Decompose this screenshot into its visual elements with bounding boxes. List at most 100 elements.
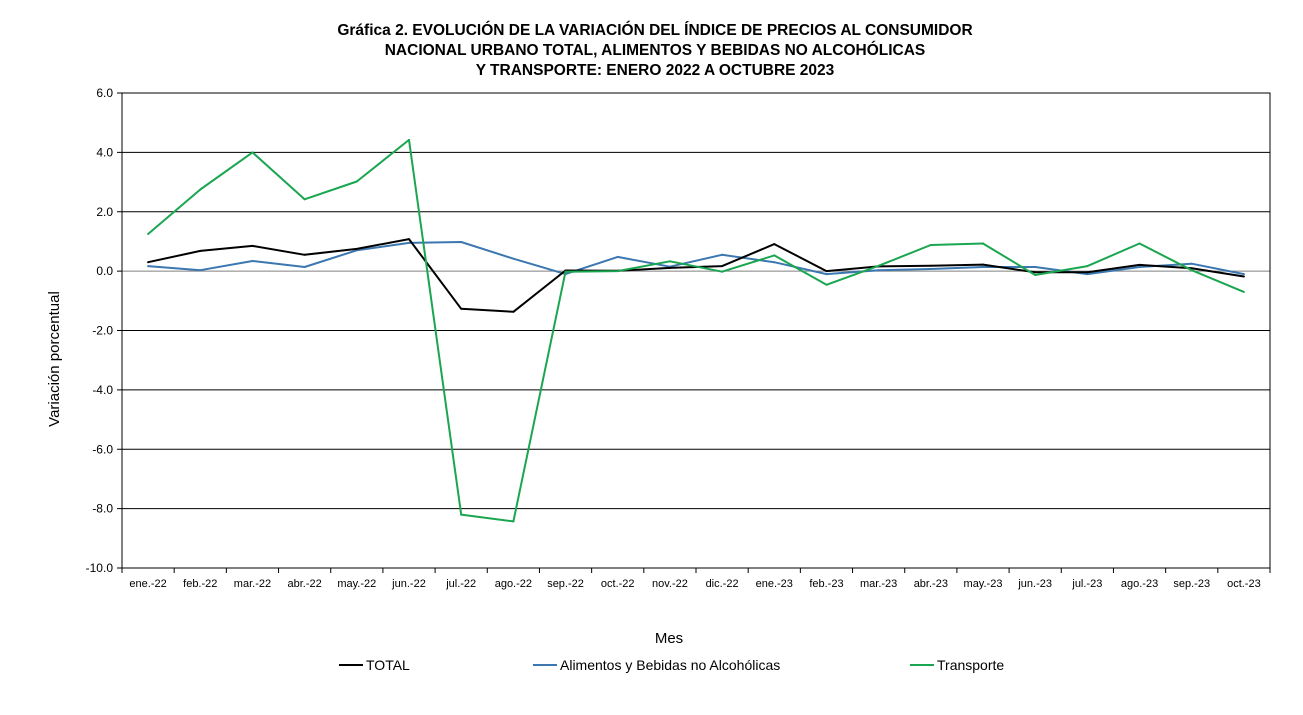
y-tick-label: 6.0 <box>96 86 113 100</box>
x-tick-label: ago.-23 <box>1121 578 1158 590</box>
x-tick-label: jul.-22 <box>445 578 476 590</box>
data-point <box>199 269 202 272</box>
y-tick-label: -6.0 <box>92 442 113 456</box>
x-tick-label: dic.-22 <box>706 578 739 590</box>
data-point <box>773 243 776 246</box>
data-point <box>825 273 828 276</box>
x-tick-label: abr.-22 <box>288 578 322 590</box>
data-point <box>773 261 776 264</box>
data-point <box>251 151 254 154</box>
data-point <box>460 241 463 243</box>
x-tick-label: oct.-23 <box>1227 578 1261 590</box>
data-point <box>251 260 254 262</box>
data-point <box>721 265 724 268</box>
data-point <box>668 260 671 263</box>
series-line-2 <box>147 138 1245 523</box>
data-point <box>199 188 202 191</box>
data-point <box>1086 271 1089 274</box>
data-point <box>1086 273 1089 276</box>
data-point <box>564 270 567 273</box>
data-point <box>512 310 515 313</box>
data-point <box>1242 290 1245 293</box>
x-tick-label: oct.-22 <box>601 578 635 590</box>
x-tick-label: ene.-22 <box>129 578 166 590</box>
data-point <box>460 307 463 310</box>
plot-frame <box>121 92 1271 569</box>
data-point <box>512 257 515 260</box>
x-tick-label: abr.-23 <box>914 578 948 590</box>
x-tick-label: ene.-23 <box>756 578 793 590</box>
x-tick-label: sep.-22 <box>547 578 584 590</box>
chart-title: Gráfica 2. EVOLUCIÓN DE LA VARIACIÓN DEL… <box>337 21 972 79</box>
data-point <box>929 264 932 267</box>
y-axis-ticks: 6.0 4.0 2.0 0.0 -2.0 -4.0 -6.0 -8.0 -10.0 <box>86 86 122 575</box>
data-point <box>1138 242 1141 245</box>
x-tick-label: may.-22 <box>337 578 376 590</box>
y-axis-title: Variación porcentual <box>46 291 63 427</box>
data-point <box>982 242 984 245</box>
data-point <box>668 266 671 269</box>
data-point <box>825 283 828 286</box>
y-tick-label: -8.0 <box>92 502 113 516</box>
data-point <box>721 270 724 273</box>
legend-label: Alimentos y Bebidas no Alcohólicas <box>560 657 780 673</box>
x-tick-label: jul.-23 <box>1071 578 1102 590</box>
gridlines <box>122 151 1270 510</box>
data-point <box>408 138 410 141</box>
data-point <box>877 264 880 267</box>
y-tick-label: -2.0 <box>92 324 113 338</box>
data-point <box>512 520 515 523</box>
legend-label: Transporte <box>937 657 1004 673</box>
data-point <box>773 254 776 257</box>
y-tick-label: 2.0 <box>96 205 113 219</box>
y-tick-label: -10.0 <box>86 561 114 575</box>
data-point <box>825 270 828 273</box>
x-tick-label: jun.-22 <box>391 578 426 590</box>
data-point <box>929 244 932 246</box>
data-point <box>1242 275 1245 278</box>
data-point <box>408 238 410 241</box>
x-axis-ticks: ene.-22 feb.-22 mar.-22 abr.-22 may.-22 jun.-… <box>121 568 1271 590</box>
chart-title-line-1: Gráfica 2. EVOLUCIÓN DE LA VARIACIÓN DEL… <box>337 21 972 39</box>
data-point <box>251 244 254 247</box>
data-point <box>355 247 358 250</box>
chart-title-line-3: Y TRANSPORTE: ENERO 2022 A OCTUBRE 2023 <box>476 62 835 79</box>
data-point <box>147 265 150 268</box>
x-tick-label: mar.-22 <box>234 578 271 590</box>
x-tick-label: feb.-23 <box>809 578 843 590</box>
legend-label: TOTAL <box>366 657 410 673</box>
data-point <box>1242 273 1245 276</box>
data-point <box>616 270 619 273</box>
x-tick-label: ago.-22 <box>495 578 532 590</box>
x-tick-label: may.-23 <box>964 578 1003 590</box>
data-series <box>147 138 1245 523</box>
data-point <box>1086 265 1089 268</box>
data-point <box>1034 266 1037 268</box>
data-point <box>355 180 358 183</box>
data-point <box>1190 267 1193 270</box>
data-point <box>303 253 306 256</box>
x-tick-label: nov.-22 <box>652 578 688 590</box>
x-tick-label: feb.-22 <box>183 578 217 590</box>
data-point <box>408 241 410 244</box>
x-axis-title: Mes <box>655 630 683 647</box>
y-tick-label: -4.0 <box>92 383 113 397</box>
data-point <box>616 255 619 258</box>
y-tick-label: 0.0 <box>96 264 113 278</box>
data-point <box>929 268 932 270</box>
data-point <box>1034 271 1037 274</box>
data-point <box>1190 269 1193 272</box>
data-point <box>303 266 306 268</box>
data-point <box>460 513 463 516</box>
data-point <box>1138 266 1141 268</box>
data-point <box>721 253 724 256</box>
y-tick-label: 4.0 <box>96 145 113 159</box>
data-point <box>303 198 306 201</box>
data-point <box>199 249 202 252</box>
data-point <box>1190 262 1193 265</box>
data-point <box>147 261 150 264</box>
chart-title-line-2: NACIONAL URBANO TOTAL, ALIMENTOS Y BEBID… <box>385 41 926 59</box>
legend: TOTAL Alimentos y Bebidas no Alcohólicas T… <box>339 657 1004 673</box>
x-tick-label: sep.-23 <box>1173 578 1210 590</box>
